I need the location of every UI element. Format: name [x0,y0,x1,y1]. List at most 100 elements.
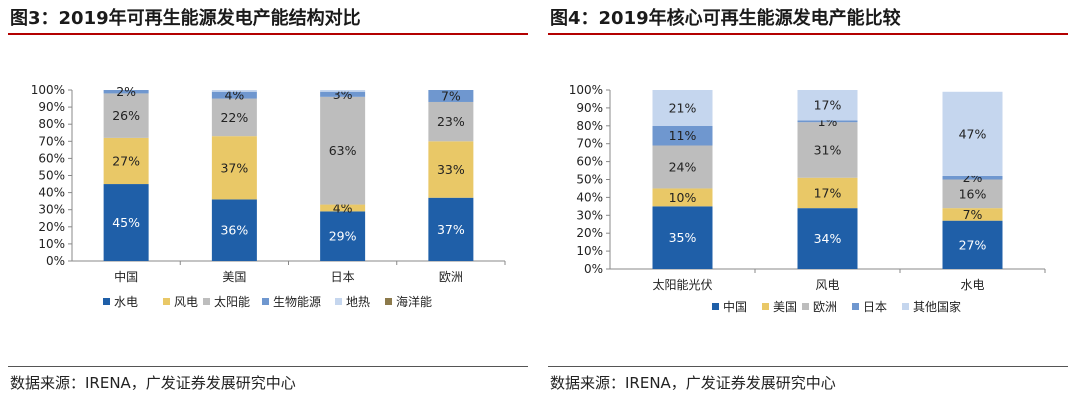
y-tick-label: 30% [576,208,603,222]
figure-3-panel: 图3：2019年可再生能源发电产能结构对比 0% 10% 20% 30% 40% 50% 6… [8,8,528,392]
data-label: 16% [959,186,987,201]
bar-segment [211,91,257,99]
data-label: 35% [669,230,697,245]
x-tick-label: 日本 [331,270,355,284]
legend-label: 中国 [723,299,747,314]
bar-segment [320,211,366,261]
y-tick-label: 90% [576,101,603,115]
bar-segment [320,204,366,212]
legend-label: 欧洲 [813,300,837,314]
data-label: 21% [669,100,697,115]
data-label: 22% [220,110,248,125]
bar-segment [103,137,149,185]
y-tick-label: 80% [576,119,603,133]
bar-segment [652,125,713,146]
y-tick-label: 60% [576,155,603,169]
data-label: 27% [959,237,987,252]
bar-segment [320,91,366,97]
bar-segment [103,90,149,94]
legend-label: 水电 [114,295,138,309]
source-note: 数据来源：IRENA，广发证券发展研究中心 [10,374,296,392]
bar-segment [652,206,713,269]
bar-segment [942,91,1003,176]
legend-label: 地热 [346,295,370,309]
bar-segment [211,136,257,200]
data-label: 36% [220,223,248,238]
bar-segment [797,208,858,269]
y-tick-label: 80% [38,117,65,131]
y-tick-label: 50% [576,173,603,187]
data-label: 17% [814,185,842,200]
y-tick-label: 90% [38,100,65,114]
data-label: 31% [814,142,842,157]
legend-swatch [385,298,392,305]
data-label: 4% [224,88,244,103]
bar-segment [797,120,858,123]
data-label: 29% [329,229,357,244]
data-label: 10% [669,190,697,205]
y-tick-label: 30% [38,203,65,217]
title-divider [8,33,528,35]
figure-title: 图4：2019年核心可再生能源发电产能比较 [550,8,901,29]
data-label: 3% [333,87,353,102]
bar-segment [211,90,257,92]
legend-swatch [103,298,110,305]
y-tick-label: 100% [31,83,65,97]
y-tick-label: 10% [38,237,65,251]
legend-label: 日本 [863,300,887,314]
legend-swatch [163,298,170,305]
legend-label: 生物能源 [273,295,321,309]
y-tick-label: 60% [38,151,65,165]
data-label: 37% [437,222,465,237]
legend-swatch [262,298,269,305]
y-tick-label: 10% [576,244,603,258]
legend-swatch [335,298,342,305]
legend-swatch [852,303,859,310]
bar-segment [428,197,474,261]
bar-segment [103,184,149,261]
legend-swatch [203,298,210,305]
y-tick-label: 0% [46,254,65,268]
y-tick-label: 70% [576,137,603,151]
data-label: 11% [669,128,697,143]
bar-segment [797,90,858,121]
bar-segment [652,145,713,189]
legend-label: 其他国家 [913,299,961,314]
data-label: 45% [112,215,140,230]
data-label: 33% [437,162,465,177]
bar-segment [942,179,1003,209]
data-label: 47% [959,126,987,141]
figure-4-panel: 图4：2019年核心可再生能源发电产能比较 0% 10% 20% 30% 40% 50% 6… [540,0,1080,404]
bar-segment [428,141,474,198]
footer-divider [8,366,528,367]
legend-label: 美国 [773,300,797,314]
bar-segment [797,122,858,178]
bar-segment [211,199,257,261]
legend-swatch [802,303,809,310]
y-tick-label: 0% [584,262,603,276]
bar-segment [211,98,257,137]
data-label: 23% [437,114,465,129]
bar-segment [942,220,1003,269]
y-tick-label: 20% [38,220,65,234]
data-label: 27% [112,153,140,168]
data-label: 7% [441,88,461,103]
data-label: 34% [814,231,842,246]
y-tick-label: 40% [38,186,65,200]
data-label: 37% [220,160,248,175]
source-note: 数据来源：IRENA，广发证券发展研究中心 [550,374,836,392]
data-label: 7% [963,207,983,222]
bar-segment [428,90,474,102]
legend-label: 海洋能 [396,294,432,309]
bar-segment [797,177,858,209]
stacked-bar-chart-core-capacity: 0% 10% 20% 30% 40% 50% 60% 70% 80% 90% 100% 35% 10% 2… [569,83,1046,314]
legend-swatch [712,303,719,310]
bar-segment [428,101,474,142]
y-tick-label: 70% [38,134,65,148]
y-tick-label: 40% [576,190,603,204]
legend-swatch [762,303,769,310]
x-tick-label: 中国 [114,269,138,284]
stacked-bar-chart-capacity-structure: 0% 10% 20% 30% 40% 50% 60% 70% 80% 90% 100% 45% 27% 2… [31,83,506,309]
x-tick-label: 美国 [222,270,246,284]
footer-divider [548,366,1068,367]
